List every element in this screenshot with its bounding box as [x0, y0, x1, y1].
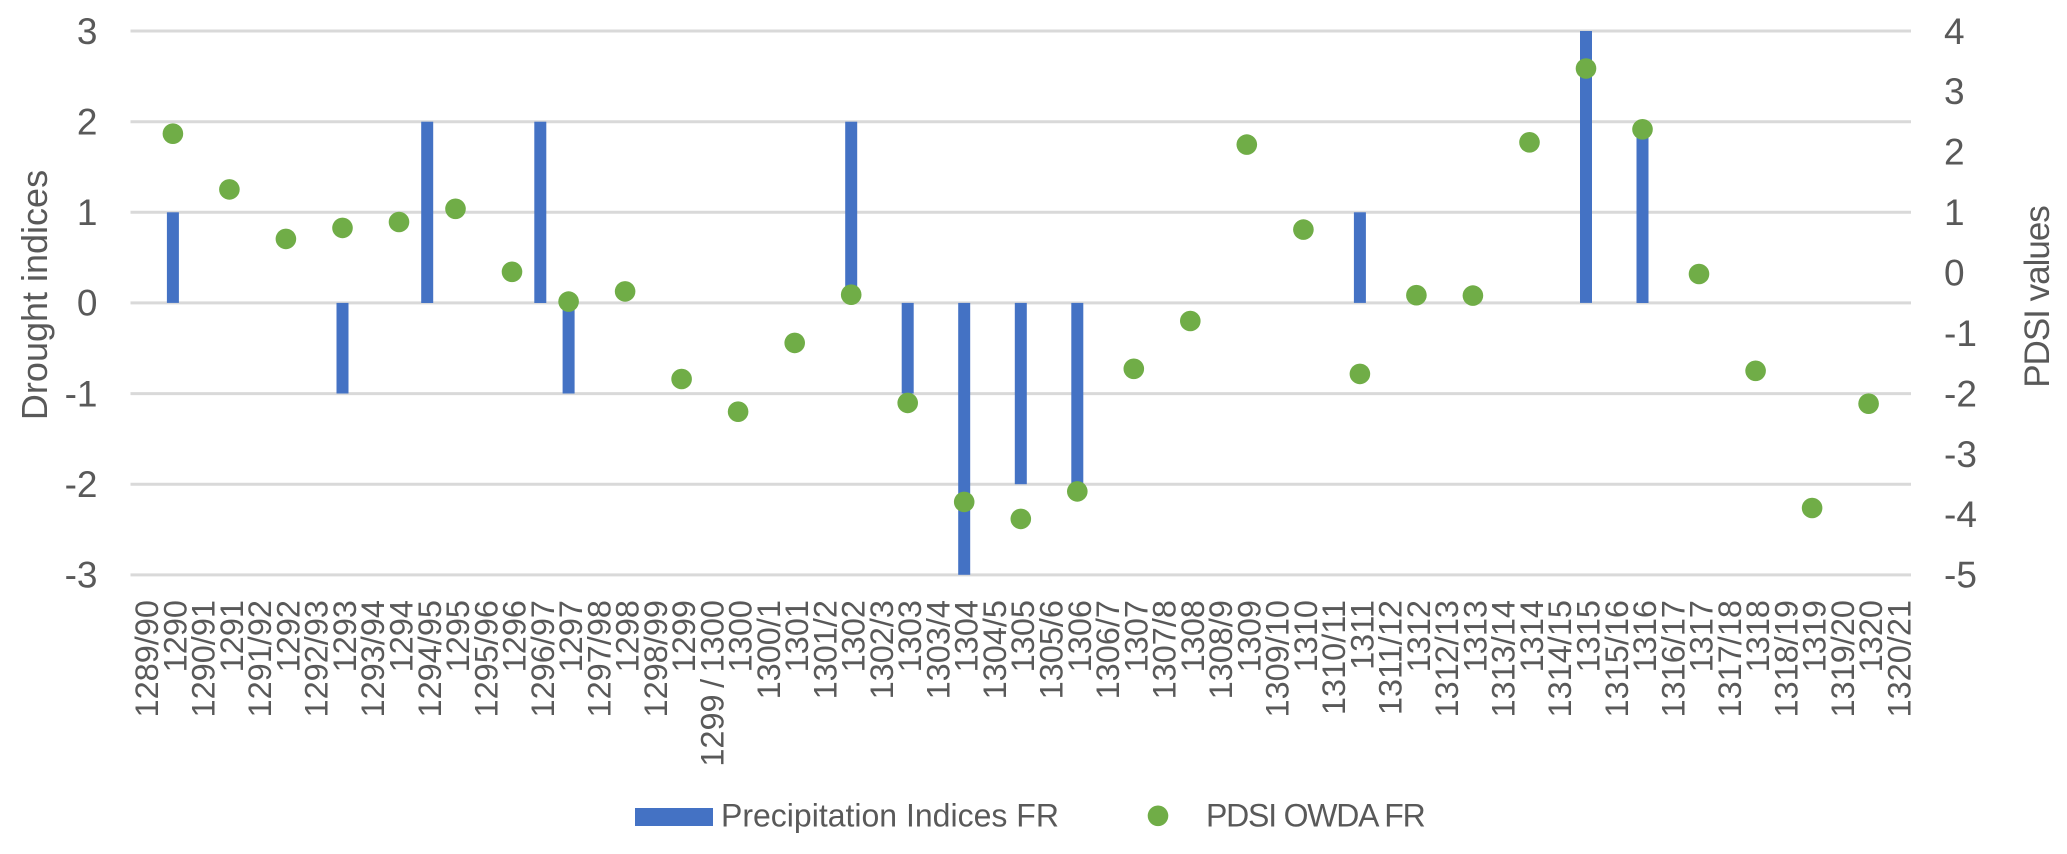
- svg-text:1300/1: 1300/1: [751, 600, 787, 699]
- svg-text:Precipitation Indices FR: Precipitation Indices FR: [721, 798, 1059, 834]
- svg-text:PDSI values: PDSI values: [2018, 206, 2057, 388]
- svg-text:1312/13: 1312/13: [1429, 600, 1465, 717]
- svg-text:0: 0: [77, 283, 98, 324]
- svg-text:1293: 1293: [327, 600, 363, 672]
- svg-text:1292/93: 1292/93: [299, 600, 335, 717]
- svg-text:1298: 1298: [610, 600, 646, 672]
- svg-text:1304/5: 1304/5: [977, 600, 1013, 699]
- svg-text:-4: -4: [1944, 494, 1977, 535]
- svg-text:1291: 1291: [214, 600, 250, 672]
- svg-text:1313: 1313: [1457, 600, 1493, 672]
- svg-text:1299: 1299: [666, 600, 702, 672]
- svg-text:1319: 1319: [1797, 600, 1833, 672]
- svg-text:1305: 1305: [1005, 600, 1041, 672]
- svg-text:1318: 1318: [1740, 600, 1776, 672]
- svg-text:1308: 1308: [1175, 600, 1211, 672]
- svg-text:PDSI OWDA FR: PDSI OWDA FR: [1206, 798, 1425, 834]
- svg-text:1316/17: 1316/17: [1655, 600, 1691, 717]
- svg-text:1316: 1316: [1627, 600, 1663, 672]
- svg-text:1320: 1320: [1853, 600, 1889, 672]
- svg-text:3: 3: [77, 11, 98, 52]
- svg-text:-3: -3: [65, 555, 98, 596]
- svg-text:1314: 1314: [1514, 600, 1550, 672]
- svg-text:-1: -1: [65, 373, 98, 414]
- svg-text:1296: 1296: [497, 600, 533, 672]
- svg-text:1289/90: 1289/90: [129, 600, 165, 717]
- svg-text:1302: 1302: [836, 600, 872, 672]
- svg-text:1295/96: 1295/96: [468, 600, 504, 717]
- svg-text:1297: 1297: [553, 600, 589, 672]
- svg-text:1310/11: 1310/11: [1316, 600, 1352, 715]
- svg-text:1310: 1310: [1288, 600, 1324, 672]
- svg-text:1304: 1304: [949, 600, 985, 672]
- svg-text:1307/8: 1307/8: [1147, 600, 1183, 699]
- svg-text:-2: -2: [1944, 373, 1977, 414]
- svg-text:1: 1: [77, 192, 98, 233]
- svg-text:1296/97: 1296/97: [525, 600, 561, 717]
- svg-text:1305/6: 1305/6: [1034, 600, 1070, 699]
- svg-text:1315/16: 1315/16: [1599, 600, 1635, 717]
- svg-text:4: 4: [1944, 11, 1965, 52]
- svg-text:1297/98: 1297/98: [581, 600, 617, 717]
- svg-text:1317/18: 1317/18: [1712, 600, 1748, 717]
- svg-text:1293/94: 1293/94: [355, 600, 391, 717]
- svg-text:1302/3: 1302/3: [864, 600, 900, 699]
- svg-text:1294: 1294: [384, 600, 420, 672]
- svg-text:1300: 1300: [723, 600, 759, 672]
- svg-text:1309/10: 1309/10: [1260, 600, 1296, 717]
- svg-text:1294/95: 1294/95: [412, 600, 448, 717]
- svg-text:1299 / 1300: 1299 / 1300: [694, 600, 730, 767]
- svg-text:1311/12: 1311/12: [1373, 600, 1409, 715]
- svg-text:1308/9: 1308/9: [1203, 600, 1239, 699]
- svg-text:1298/99: 1298/99: [638, 600, 674, 717]
- svg-text:0: 0: [1944, 253, 1965, 294]
- svg-text:1315: 1315: [1571, 600, 1607, 672]
- svg-text:-5: -5: [1944, 555, 1977, 596]
- svg-text:3: 3: [1944, 71, 1965, 112]
- svg-text:1: 1: [1944, 192, 1965, 233]
- svg-text:1295: 1295: [440, 600, 476, 672]
- svg-text:-3: -3: [1944, 434, 1977, 475]
- svg-text:1309: 1309: [1231, 600, 1267, 672]
- svg-text:1313/14: 1313/14: [1486, 600, 1522, 717]
- svg-text:1290: 1290: [157, 600, 193, 672]
- svg-text:1312: 1312: [1401, 600, 1437, 672]
- svg-text:1303/4: 1303/4: [921, 600, 957, 699]
- svg-text:1319/20: 1319/20: [1825, 600, 1861, 717]
- svg-text:1320/21: 1320/21: [1881, 600, 1917, 717]
- svg-text:1317: 1317: [1684, 600, 1720, 672]
- svg-text:1291/92: 1291/92: [242, 600, 278, 717]
- svg-text:1301: 1301: [779, 600, 815, 672]
- svg-text:-1: -1: [1944, 313, 1977, 354]
- svg-text:1290/91: 1290/91: [186, 600, 222, 717]
- svg-text:-2: -2: [65, 464, 98, 505]
- svg-text:1318/19: 1318/19: [1768, 600, 1804, 717]
- svg-text:1292: 1292: [270, 600, 306, 672]
- svg-text:1306: 1306: [1062, 600, 1098, 672]
- svg-text:Drought indices: Drought indices: [14, 170, 55, 420]
- svg-text:1306/7: 1306/7: [1090, 600, 1126, 699]
- svg-text:2: 2: [77, 101, 98, 142]
- svg-text:1307: 1307: [1118, 600, 1154, 672]
- svg-text:2: 2: [1944, 132, 1965, 173]
- svg-text:1301/2: 1301/2: [807, 600, 843, 699]
- svg-text:1303: 1303: [892, 600, 928, 672]
- svg-text:1311: 1311: [1344, 600, 1380, 670]
- svg-text:1314/15: 1314/15: [1542, 600, 1578, 717]
